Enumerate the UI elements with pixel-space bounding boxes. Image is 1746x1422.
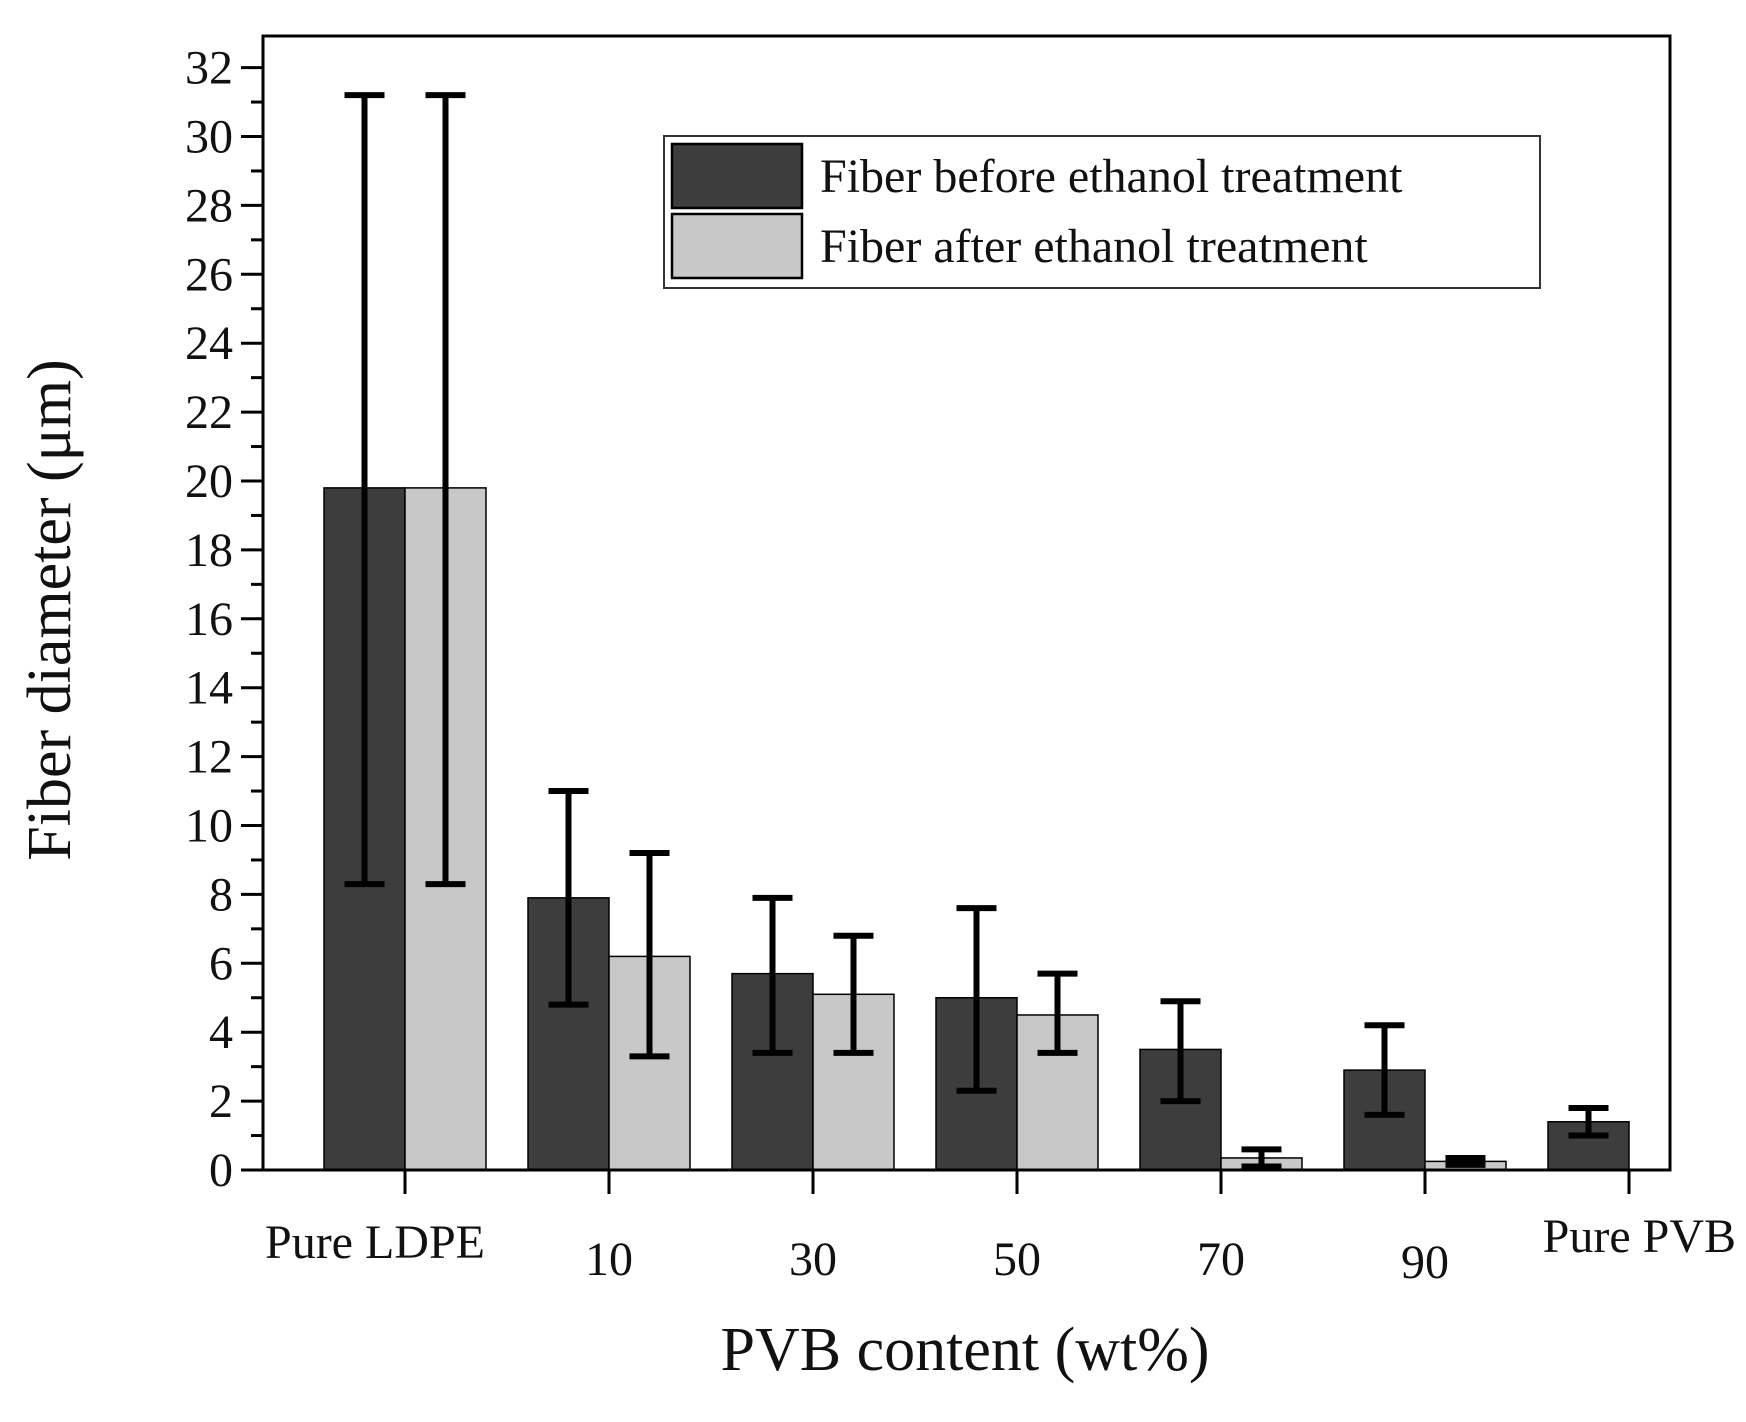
error-bar-series1-30 (752, 894, 793, 1056)
x-tick-label-pure-pvb: Pure PVB (1543, 1210, 1736, 1263)
y-tick-label: 2 (209, 1075, 233, 1128)
error-bar-series1-pure-ldpe (344, 92, 385, 888)
legend-swatch-series2 (670, 212, 804, 280)
y-tick-label: 4 (209, 1006, 233, 1059)
x-axis-title: PVB content (wt%) (720, 1316, 1209, 1384)
x-tick-label-50: 50 (993, 1233, 1041, 1286)
legend-swatch-series1 (670, 142, 804, 210)
y-tick-label: 14 (185, 662, 233, 715)
error-bar-series1-50 (956, 905, 997, 1094)
y-tick-label: 0 (209, 1144, 233, 1197)
plot-area (323, 92, 1630, 1171)
error-bar-series2-pure-ldpe (425, 92, 466, 888)
error-bar-series2-30 (833, 932, 874, 1056)
y-tick-label: 24 (185, 317, 233, 370)
y-tick-label: 20 (185, 455, 233, 508)
error-bar-series2-70 (1241, 1146, 1282, 1170)
error-bar-series1-70 (1160, 998, 1201, 1105)
legend-label-series2: Fiber after ethanol treatment (820, 220, 1368, 273)
y-tick-label: 32 (185, 42, 233, 95)
x-tick-label-30: 30 (789, 1233, 837, 1286)
x-tick-label-90: 90 (1401, 1236, 1449, 1289)
plot-frame (261, 34, 1672, 1172)
y-tick-label: 26 (185, 248, 233, 301)
x-tick-label-pure-ldpe: Pure LDPE (265, 1216, 485, 1269)
error-bar-series2-10 (629, 850, 670, 1060)
y-tick-label: 28 (185, 179, 233, 232)
error-bar-series1-pure-pvb (1568, 1104, 1609, 1139)
legend-box (663, 135, 1541, 289)
error-bar-series1-90 (1364, 1022, 1405, 1118)
y-tick-label: 10 (185, 800, 233, 853)
y-axis-title: Fiber diameter (μm) (16, 359, 84, 861)
error-bar-series1-10 (548, 788, 589, 1008)
y-tick-label: 22 (185, 386, 233, 439)
y-tick-label: 6 (209, 937, 233, 990)
x-tick-label-10: 10 (585, 1233, 633, 1286)
y-tick-label: 18 (185, 524, 233, 577)
legend: Fiber before ethanol treatment Fiber afte… (663, 135, 1541, 289)
x-tick-label-70: 70 (1197, 1233, 1245, 1286)
y-tick-label: 16 (185, 593, 233, 646)
error-bar-series2-90 (1445, 1154, 1486, 1168)
y-tick-label: 8 (209, 868, 233, 921)
y-tick-label: 30 (185, 111, 233, 164)
y-tick-label: 12 (185, 731, 233, 784)
legend-label-series1: Fiber before ethanol treatment (820, 150, 1403, 203)
error-bar-series2-50 (1037, 970, 1078, 1056)
